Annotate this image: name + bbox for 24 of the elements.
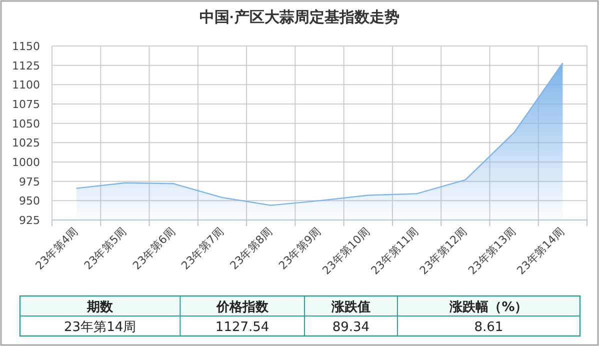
y-tick-label: 975: [19, 175, 40, 188]
x-tick-label: 23年第8周: [228, 224, 275, 272]
text: 涨跌值: [330, 300, 370, 315]
text: 涨跌幅（%）: [448, 300, 528, 315]
chart-title: 中国·产区大蒜周定基指数走势: [200, 8, 400, 26]
x-tick-label: 23年第6周: [130, 224, 178, 272]
text: 23年第14周: [64, 320, 136, 335]
text: 1127.54: [215, 320, 270, 335]
y-tick-label: 950: [19, 194, 40, 208]
y-tick-label: 1050: [12, 117, 40, 130]
text: 价格指数: [215, 300, 270, 315]
y-tick-label: 1125: [12, 59, 40, 72]
y-tick-label: 1075: [12, 98, 40, 111]
text: 期数: [86, 300, 114, 315]
y-tick-label: 1025: [12, 136, 40, 150]
x-tick-label: 23年第7周: [178, 224, 226, 272]
y-tick-label: 1100: [12, 78, 40, 92]
y-tick-label: 1000: [12, 156, 40, 169]
x-tick-label: 23年第4周: [33, 224, 80, 272]
y-tick-label: 1150: [12, 40, 40, 53]
text: 89.34: [332, 320, 370, 335]
x-tick-label: 23年第5周: [82, 224, 130, 272]
y-tick-label: 925: [19, 214, 40, 227]
text: 8.61: [474, 320, 504, 335]
